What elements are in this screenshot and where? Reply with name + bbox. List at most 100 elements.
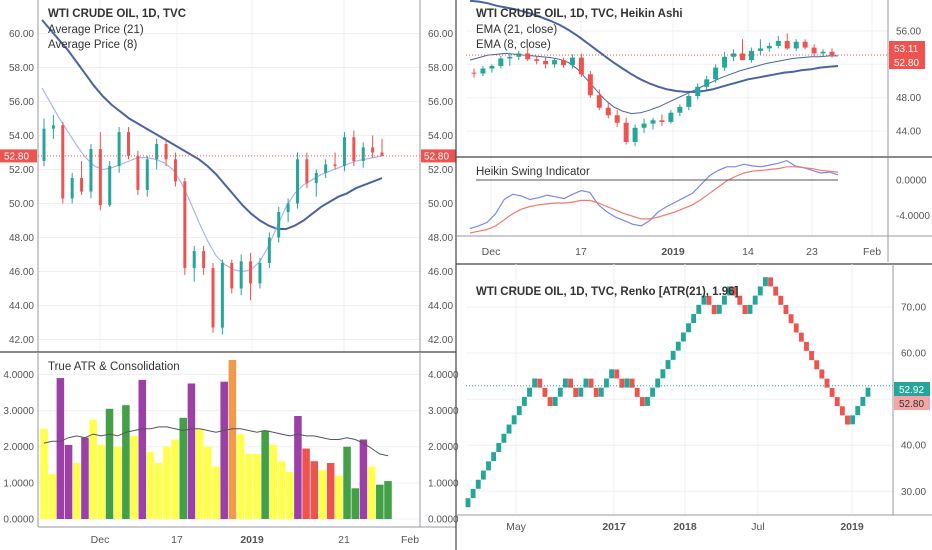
renko-brick: [701, 295, 707, 305]
renko-brick: [793, 323, 799, 333]
atr-average-line-path: [43, 426, 389, 457]
atr-x-tick: 21: [338, 534, 350, 546]
candlestick-body: [305, 159, 309, 184]
heikin-body: [740, 53, 745, 61]
heikin-body: [757, 48, 763, 51]
renko-brick: [645, 396, 650, 406]
renko-brick: [850, 415, 856, 425]
renko-brick: [537, 378, 543, 388]
heikin-body: [605, 107, 611, 116]
heikin-body: [704, 79, 710, 87]
heikin-body: [623, 122, 629, 142]
renko-brick: [670, 350, 676, 360]
atr-bar: [277, 461, 286, 519]
renko-brick: [465, 498, 471, 508]
atr-y-tick-right: 2.0000: [428, 442, 459, 453]
renko-title: WTI CRUDE OIL, 1D, TVC, Renko [ATR(21), …: [476, 286, 739, 298]
atr-bar: [113, 446, 122, 519]
heikin-body: [525, 53, 531, 60]
atr-panel[interactable]: 4.0000 3.0000 2.0000 1.0000 0.0000 4.0000 3.0…: [0, 351, 459, 546]
heikin-legend-slow: EMA (21, close): [476, 24, 557, 36]
candlestick-ema-slow-line: [41, 19, 383, 230]
candlestick-y-tick-right: 50.00: [428, 199, 453, 210]
heikin-price-tag-top: 53.11: [889, 41, 925, 55]
candlestick-title: WTI CRUDE OIL, 1D, TVC: [48, 8, 186, 20]
swing-title: Heikin Swing Indicator: [476, 166, 590, 178]
renko-brick: [593, 387, 599, 397]
heikin-body: [498, 58, 504, 66]
candlestick-body: [89, 149, 93, 192]
renko-brick: [624, 378, 630, 388]
heikin-body: [489, 65, 495, 69]
renko-brick: [783, 305, 789, 315]
renko-brick: [696, 304, 702, 314]
renko-bricks: [465, 277, 871, 508]
renko-brick: [583, 378, 589, 388]
swing-panel[interactable]: 0.0000 -4.0000 Dec 17 2019 14 23 Feb Heikin Sw…: [456, 156, 932, 258]
renko-brick: [675, 341, 681, 351]
heikin-body: [552, 60, 558, 65]
renko-brick: [491, 452, 497, 462]
renko-brick: [634, 387, 640, 397]
swing-y-ticks: 0.0000 -4.0000: [896, 176, 930, 222]
atr-bar: [195, 428, 204, 519]
heikin-y-tick: 56.00: [896, 26, 921, 37]
heikin-body: [516, 53, 522, 57]
swing-lines: [469, 159, 839, 234]
renko-price-tag-bottom-text: 52.80: [899, 399, 924, 410]
renko-brick: [742, 305, 748, 315]
candlestick-body: [136, 155, 140, 190]
heikin-body: [677, 106, 683, 113]
renko-brick: [809, 351, 815, 361]
heikin-body: [569, 57, 575, 66]
atr-y-tick-right: 3.0000: [428, 406, 459, 417]
heikin-y-tick: 48.00: [896, 93, 921, 104]
heikin-body: [820, 51, 826, 54]
candlestick-body: [267, 237, 271, 263]
renko-brick: [486, 461, 491, 471]
candlestick-body: [361, 147, 365, 161]
atr-y-tick-right: 1.0000: [428, 478, 459, 489]
atr-bar: [187, 383, 196, 519]
candlestick-body: [108, 166, 112, 206]
heikin-body: [614, 115, 620, 123]
renko-brick: [496, 442, 502, 452]
heikin-body: [713, 67, 719, 80]
renko-brick: [798, 332, 804, 342]
swing-x-tick: 23: [806, 246, 818, 258]
renko-x-tick: 2018: [673, 521, 697, 533]
renko-brick: [680, 332, 686, 342]
candlestick-body: [352, 137, 356, 161]
candlestick-body: [371, 147, 375, 153]
candlestick-panel[interactable]: 60.00 58.00 56.00 54.00 52.00 50.00 48.00 46.00…: [0, 0, 456, 352]
renko-price-tag-top-text: 52.92: [899, 385, 924, 396]
renko-brick: [552, 396, 558, 406]
renko-brick: [568, 378, 573, 388]
candlestick-body: [192, 251, 196, 269]
renko-brick: [480, 470, 486, 480]
renko-brick: [834, 397, 840, 407]
renko-brick: [757, 286, 763, 296]
renko-x-tick: Jul: [751, 521, 764, 533]
heikin-body: [578, 57, 584, 75]
heikin-candles: [471, 33, 835, 147]
renko-brick: [752, 295, 758, 305]
renko-y-tick: 60.00: [901, 349, 926, 360]
renko-x-tick: May: [506, 521, 527, 533]
renko-brick: [506, 424, 512, 434]
renko-brick: [804, 341, 809, 351]
candlestick-body: [220, 263, 224, 328]
swing-fast-line: [469, 159, 839, 230]
renko-brick: [768, 277, 773, 287]
candlestick-y-ticks-right: 60.00 58.00 56.00 54.00 52.00 50.00 48.00 46.00…: [428, 29, 453, 346]
swing-x-tick: 17: [575, 246, 587, 258]
atr-bar: [384, 481, 392, 519]
heikin-legend-fast: EMA (8, close): [476, 39, 551, 51]
renko-brick: [691, 314, 697, 324]
atr-bar: [97, 444, 106, 519]
renko-brick: [532, 378, 538, 388]
renko-brick: [773, 286, 779, 296]
